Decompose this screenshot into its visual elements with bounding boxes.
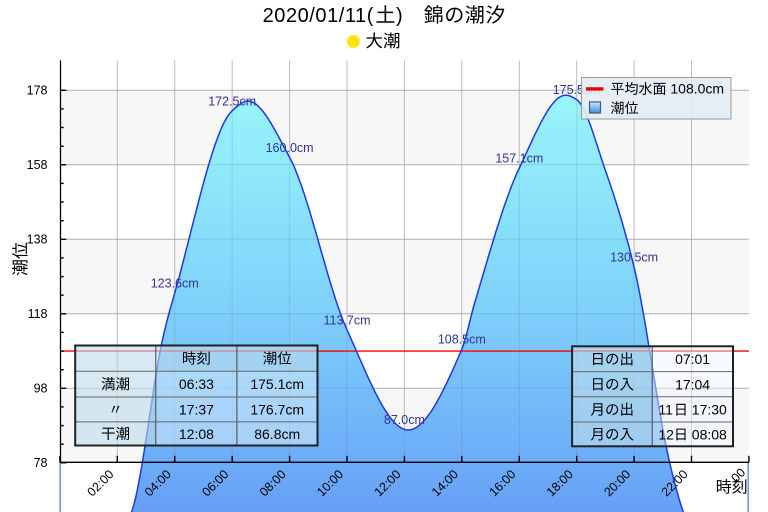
svg-text:17:37: 17:37 (179, 402, 214, 418)
svg-text:78: 78 (34, 456, 48, 470)
svg-text:86.8cm: 86.8cm (254, 426, 300, 442)
svg-text:138: 138 (27, 233, 48, 247)
svg-text:07:01: 07:01 (675, 351, 710, 367)
svg-text:98: 98 (34, 382, 48, 396)
svg-text:): ) (396, 5, 403, 27)
svg-text:176.7cm: 176.7cm (250, 402, 304, 418)
svg-text:17:30: 17:30 (692, 402, 727, 418)
svg-text:130.5cm: 130.5cm (610, 251, 658, 265)
svg-text:160.0cm: 160.0cm (266, 141, 314, 155)
svg-text:172.5cm: 172.5cm (208, 94, 256, 108)
svg-text:08:08: 08:08 (692, 426, 727, 442)
svg-text:06:33: 06:33 (179, 376, 214, 392)
svg-text:118: 118 (28, 307, 48, 321)
svg-text:178: 178 (27, 84, 48, 98)
svg-text:2020/01/11(: 2020/01/11( (263, 5, 374, 27)
svg-text:87.0cm: 87.0cm (384, 413, 425, 427)
svg-text:108.0cm: 108.0cm (670, 81, 724, 97)
svg-text:123.6cm: 123.6cm (151, 276, 199, 290)
svg-text:12:08: 12:08 (179, 426, 214, 442)
svg-text:158: 158 (27, 158, 48, 172)
svg-text:108.5cm: 108.5cm (438, 333, 486, 347)
svg-text:12: 12 (658, 426, 674, 442)
svg-text:113.7cm: 113.7cm (323, 313, 370, 327)
svg-text:17:04: 17:04 (675, 376, 710, 392)
svg-text:175.1cm: 175.1cm (250, 376, 304, 392)
svg-text:157.1cm: 157.1cm (495, 152, 543, 166)
svg-text:11: 11 (658, 402, 673, 418)
